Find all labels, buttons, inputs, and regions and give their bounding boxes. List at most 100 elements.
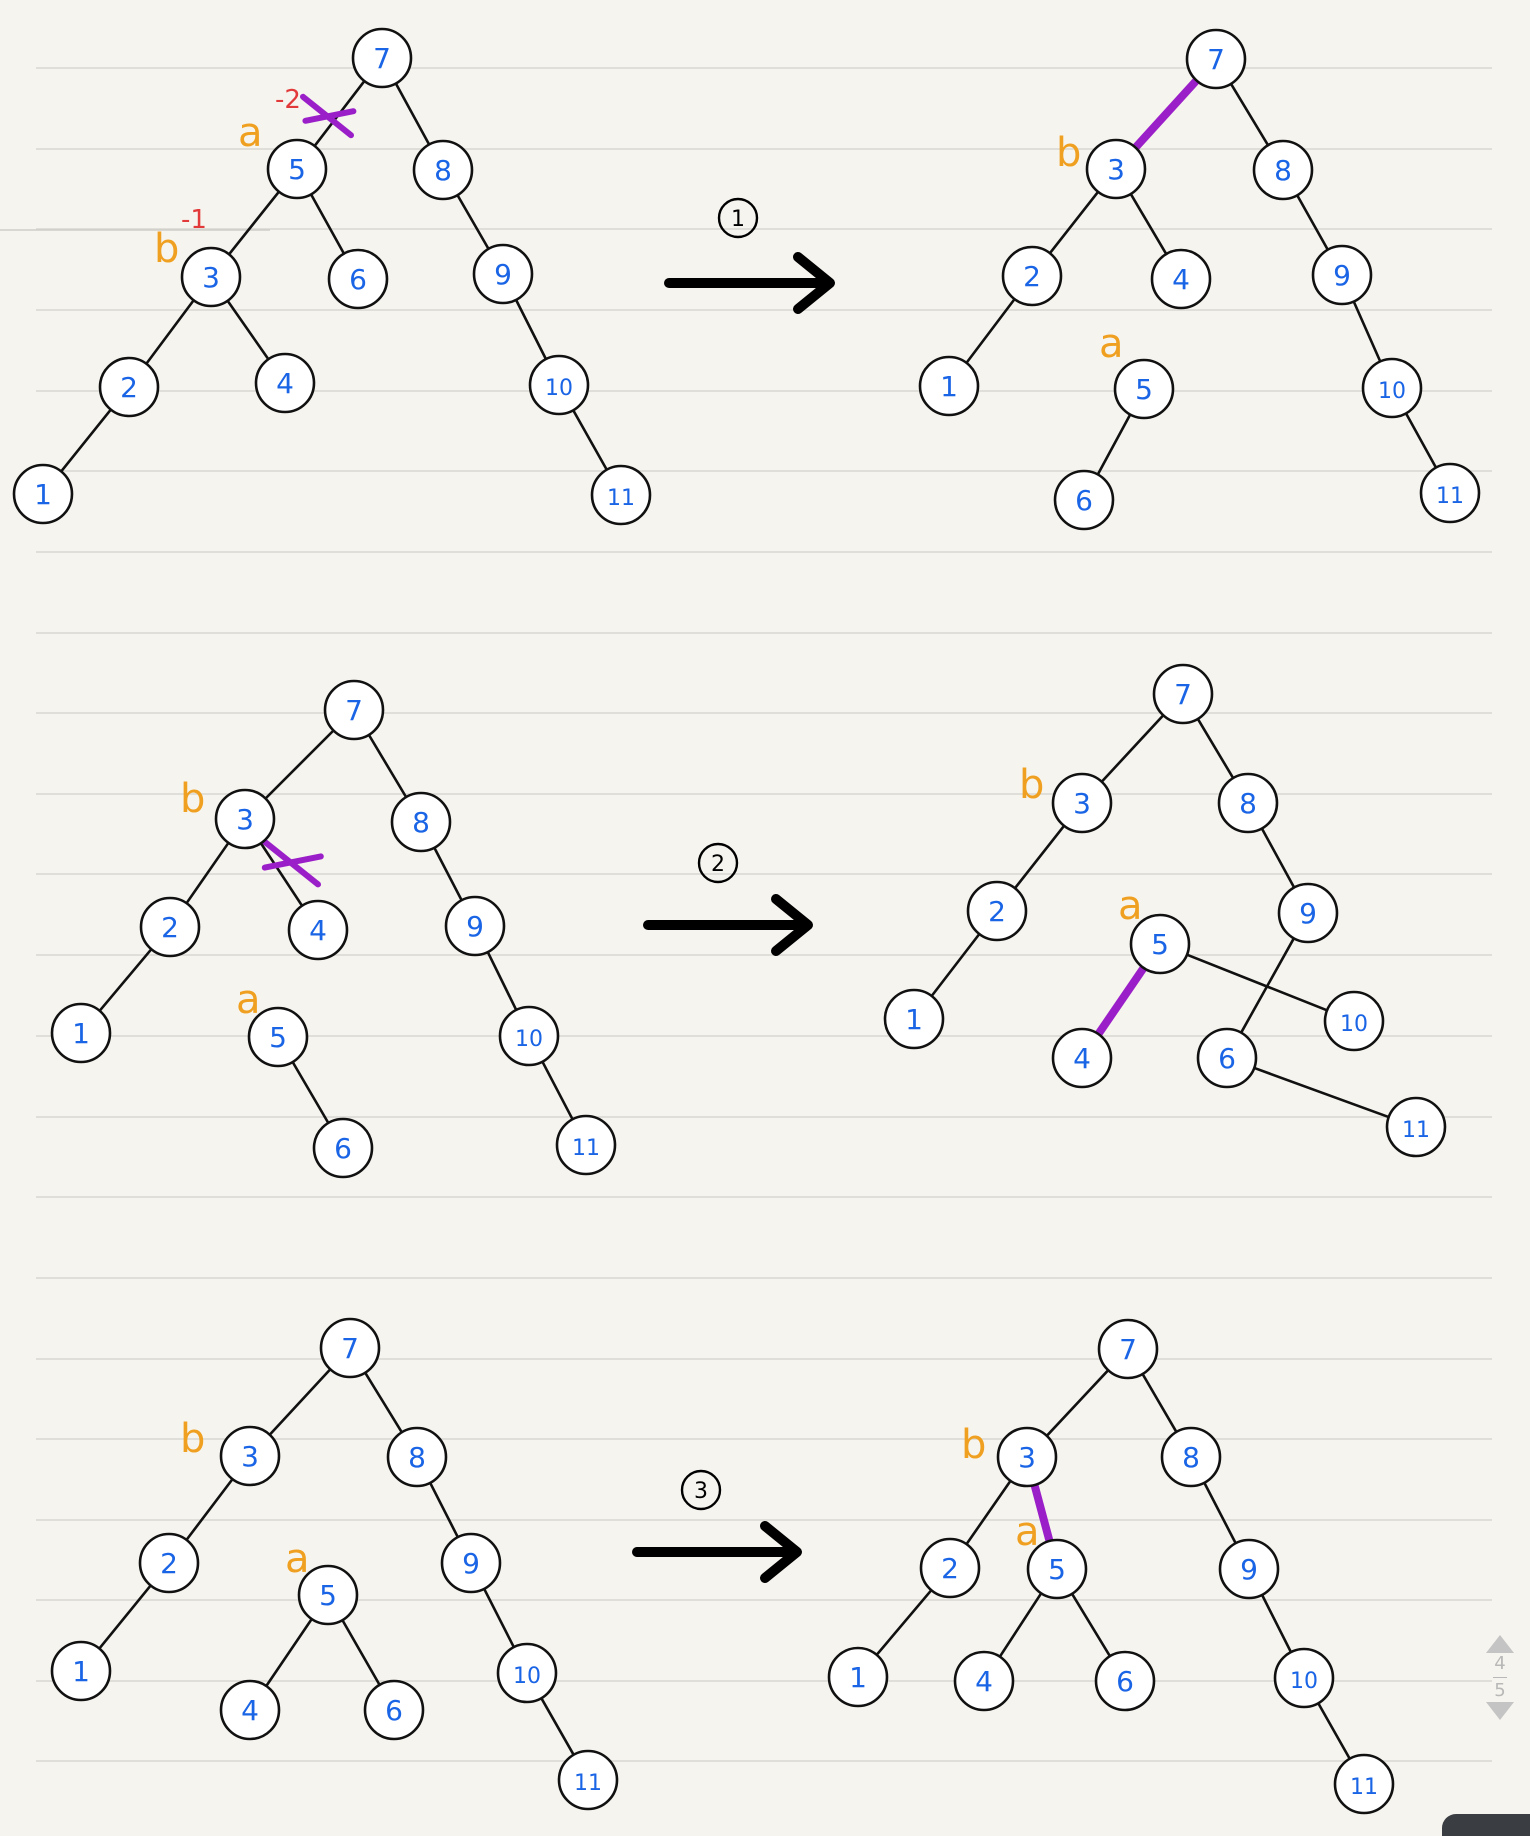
step-arrow: 3	[637, 1471, 797, 1578]
tree-node: 6	[365, 1681, 423, 1739]
node-value: 1	[905, 1003, 923, 1036]
node-value: 2	[988, 895, 1006, 928]
step-arrows: 1 2 3	[637, 199, 830, 1578]
step-arrow: 2	[648, 844, 808, 951]
node-value: 6	[334, 1132, 352, 1165]
step-number: 3	[694, 1479, 708, 1504]
tree-node: 11	[1421, 464, 1479, 522]
tree-node: 5	[268, 140, 326, 198]
step-arrow: 1	[669, 199, 830, 309]
node-value: 8	[412, 806, 430, 839]
tree-edge	[266, 1619, 311, 1686]
pointer-label: b	[1019, 762, 1044, 808]
tree-edge	[1131, 194, 1166, 254]
page-down-icon[interactable]	[1486, 1702, 1514, 1720]
tree-node: 9	[1220, 1540, 1278, 1598]
tree-node: 3	[182, 248, 240, 306]
node-value: 6	[1218, 1042, 1236, 1075]
tree-node: 7	[353, 29, 411, 87]
cross-marks	[262, 97, 353, 885]
tree-node: 8	[414, 141, 472, 199]
node-value: 2	[160, 1547, 178, 1580]
tree-node: 5	[1115, 360, 1173, 418]
tree-edge	[1204, 1483, 1235, 1543]
cross-mark	[262, 840, 321, 885]
node-value: 3	[202, 261, 220, 294]
tree-node: 11	[559, 1751, 617, 1809]
tree-edge	[1198, 719, 1233, 778]
tree-node: 6	[314, 1119, 372, 1177]
pointer-label: a	[285, 1536, 310, 1582]
tree-node: 1	[52, 1642, 110, 1700]
corner-tab[interactable]	[1442, 1814, 1530, 1836]
tree-edge	[187, 843, 229, 903]
node-value: 3	[1018, 1441, 1036, 1474]
tree-node: 9	[446, 897, 504, 955]
tree-node: 10	[1363, 359, 1421, 417]
tree-edge	[484, 1589, 514, 1647]
tree-node: 10	[1325, 992, 1383, 1050]
node-value: 9	[462, 1547, 480, 1580]
tree-node: 2	[141, 898, 199, 956]
node-value: 5	[1048, 1553, 1066, 1586]
tree-node: 3	[1087, 140, 1145, 198]
node-value: 1	[34, 478, 52, 511]
tree-node: 4	[256, 354, 314, 412]
tree-node: 2	[968, 882, 1026, 940]
pointer-label: b	[961, 1422, 986, 1468]
node-value: 5	[319, 1579, 337, 1612]
node-value: 2	[120, 371, 138, 404]
node-value: 3	[1107, 153, 1125, 186]
page-current: 4	[1480, 1653, 1520, 1675]
tree-node: 2	[1003, 247, 1061, 305]
node-value: 2	[1023, 260, 1041, 293]
pointer-label: a	[1015, 1509, 1040, 1555]
node-value: 1	[940, 370, 958, 403]
tree-node: 1	[52, 1004, 110, 1062]
tree-node: 6	[329, 250, 387, 308]
page-up-icon[interactable]	[1486, 1635, 1514, 1653]
tree-node: 3	[998, 1428, 1056, 1486]
node-value: 3	[236, 803, 254, 836]
node-value: 11	[572, 1136, 600, 1161]
tree-node: 1	[885, 990, 943, 1048]
tree-edge	[1015, 826, 1064, 888]
pointer-label: a	[236, 977, 261, 1023]
tree-edge	[187, 1479, 233, 1540]
tree-edge	[1297, 195, 1328, 249]
node-value: 4	[1073, 1042, 1091, 1075]
tree-edge	[1000, 1593, 1041, 1656]
page-divider	[1493, 1677, 1507, 1678]
pointer-label: b	[1056, 130, 1081, 176]
node-value: 2	[941, 1552, 959, 1585]
highlight-edge	[1136, 80, 1197, 147]
highlight-edge	[1098, 968, 1143, 1034]
tree-node: 11	[1387, 1098, 1445, 1156]
node-value: 9	[466, 910, 484, 943]
tree-edge	[266, 731, 334, 799]
page-scroller[interactable]: 4 5	[1480, 1635, 1520, 1755]
tree-node: 6	[1198, 1029, 1256, 1087]
tree-node: 9	[442, 1534, 500, 1592]
tree-node: 8	[1254, 141, 1312, 199]
tree-edge	[396, 83, 429, 144]
tree-edge	[61, 410, 111, 472]
tree-node: 10	[1275, 1649, 1333, 1707]
tree-edge	[1047, 1370, 1108, 1436]
tree-edge	[488, 952, 516, 1010]
tree-node: 4	[955, 1652, 1013, 1710]
node-value: 9	[494, 258, 512, 291]
node-value: 7	[345, 694, 363, 727]
tree-edge	[542, 1062, 572, 1120]
tree-node: 3	[1053, 774, 1111, 832]
balance-mark: -1	[181, 205, 207, 235]
node-value: 10	[545, 376, 573, 401]
tree-node: 1	[14, 465, 72, 523]
tree-edge	[1262, 828, 1294, 887]
tree-edge	[1050, 192, 1098, 253]
tree-node: 11	[592, 466, 650, 524]
tree-edge	[1318, 1703, 1349, 1759]
tree-edge	[1231, 84, 1268, 145]
tree-node: 11	[557, 1116, 615, 1174]
tree-edge	[1254, 1068, 1389, 1117]
